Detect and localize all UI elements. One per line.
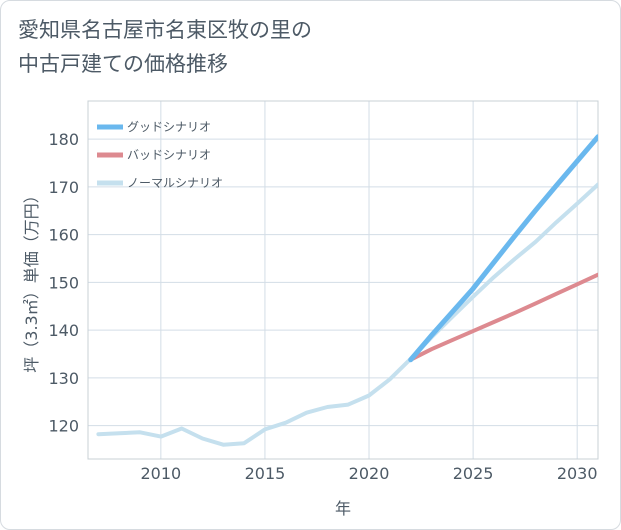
x-tick-label: 2010 bbox=[140, 464, 181, 483]
chart-title: 愛知県名古屋市名東区牧の里の 中古戸建ての価格推移 bbox=[18, 13, 312, 81]
x-axis-title: 年 bbox=[335, 499, 351, 518]
legend-label: ノーマルシナリオ bbox=[127, 176, 223, 190]
y-tick-label: 120 bbox=[48, 417, 79, 436]
y-tick-label: 130 bbox=[48, 369, 79, 388]
chart-title-line-1: 愛知県名古屋市名東区牧の里の bbox=[18, 18, 312, 42]
series-line bbox=[408, 134, 598, 363]
x-tick-label: 2025 bbox=[453, 464, 494, 483]
y-tick-label: 150 bbox=[48, 273, 79, 292]
legend-label: グッドシナリオ bbox=[127, 120, 211, 134]
x-tick-label: 2030 bbox=[557, 464, 598, 483]
legend-label: バッドシナリオ bbox=[127, 148, 211, 162]
y-tick-label: 140 bbox=[48, 321, 79, 340]
y-tick-label: 170 bbox=[48, 178, 79, 197]
y-axis-title: 坪（3.3㎡）単価（万円） bbox=[22, 187, 41, 372]
series-line bbox=[408, 272, 598, 362]
x-tick-label: 2020 bbox=[349, 464, 390, 483]
y-axis-tick-labels: 120 130 140 150 160 170 180 bbox=[48, 130, 79, 435]
y-tick-label: 160 bbox=[48, 226, 79, 245]
series-line bbox=[96, 182, 598, 447]
x-tick-label: 2015 bbox=[245, 464, 286, 483]
series-lines bbox=[96, 134, 598, 447]
plot-area-frame bbox=[87, 100, 599, 460]
chart-title-line-2: 中古戸建ての価格推移 bbox=[18, 52, 228, 76]
x-axis-tick-labels: 2010 2015 2020 2025 2030 bbox=[140, 464, 597, 483]
y-tick-label: 180 bbox=[48, 130, 79, 149]
